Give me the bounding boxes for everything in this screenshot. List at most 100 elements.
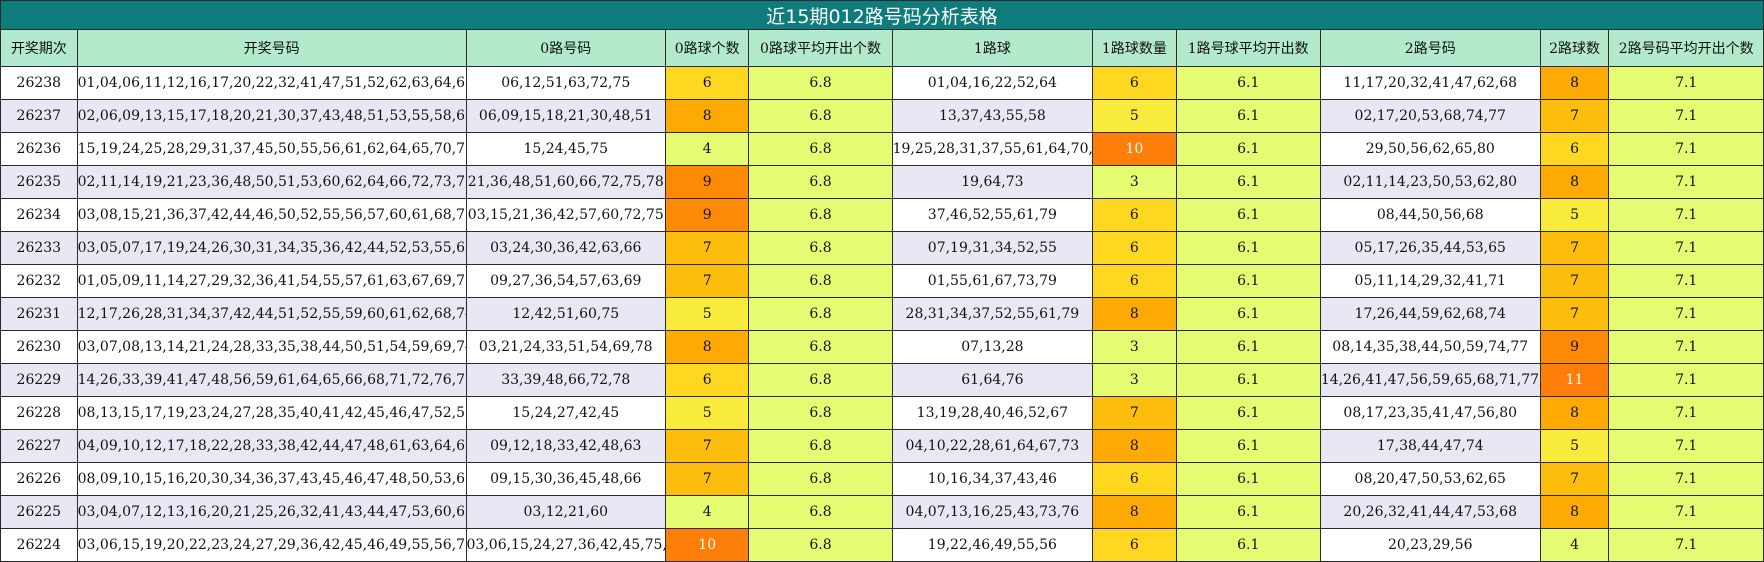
- route1-numbers-cell: 13,19,28,40,46,52,67: [891, 396, 1094, 430]
- table-row: 26234 03,08,15,21,36,37,42,44,46,50,52,55…: [0, 198, 1764, 232]
- route2-count-cell: 8: [1539, 495, 1610, 529]
- period-cell: 26238: [0, 66, 78, 100]
- route1-count-cell: 8: [1092, 429, 1177, 463]
- route1-count-cell: 3: [1092, 330, 1177, 364]
- route1-avg-cell: 6.1: [1175, 99, 1321, 133]
- header-route2-count: 2路球数: [1539, 29, 1610, 67]
- table-row: 26232 01,05,09,11,14,27,29,32,36,41,54,55…: [0, 264, 1764, 298]
- route1-count-cell: 8: [1092, 495, 1177, 529]
- route1-avg-cell: 6.1: [1175, 198, 1321, 232]
- route0-count-cell: 6: [665, 363, 750, 397]
- route0-numbers-cell: 03,06,15,24,27,36,42,45,75,78: [465, 528, 667, 562]
- route0-count-cell: 4: [665, 495, 750, 529]
- route2-count-cell: 5: [1539, 429, 1610, 463]
- route1-count-cell: 6: [1092, 462, 1177, 496]
- route1-avg-cell: 6.1: [1175, 528, 1321, 562]
- route1-count-cell: 6: [1092, 198, 1177, 232]
- route2-count-cell: 6: [1539, 132, 1610, 166]
- route2-numbers-cell: 08,17,23,35,41,47,56,80: [1319, 396, 1541, 430]
- route0-numbers-cell: 03,21,24,33,51,54,69,78: [465, 330, 667, 364]
- route2-avg-cell: 7.1: [1608, 165, 1764, 199]
- table-row: 26238 01,04,06,11,12,16,17,20,22,32,41,47…: [0, 66, 1764, 100]
- table-row: 26228 08,13,15,17,19,23,24,27,28,35,40,41…: [0, 396, 1764, 430]
- numbers-cell: 03,07,08,13,14,21,24,28,33,35,38,44,50,5…: [76, 330, 467, 364]
- route0-numbers-cell: 15,24,45,75: [465, 132, 667, 166]
- route0-count-cell: 10: [665, 528, 750, 562]
- route0-numbers-cell: 06,12,51,63,72,75: [465, 66, 667, 100]
- route0-numbers-cell: 03,12,21,60: [465, 495, 667, 529]
- route2-numbers-cell: 17,38,44,47,74: [1319, 429, 1541, 463]
- route1-numbers-cell: 04,10,22,28,61,64,67,73: [891, 429, 1094, 463]
- route1-avg-cell: 6.1: [1175, 264, 1321, 298]
- route0-count-cell: 9: [665, 165, 750, 199]
- route2-numbers-cell: 14,26,41,47,56,59,65,68,71,77,80: [1319, 363, 1541, 397]
- route1-count-cell: 10: [1092, 132, 1177, 166]
- route1-count-cell: 7: [1092, 396, 1177, 430]
- period-cell: 26232: [0, 264, 78, 298]
- table-row: 26231 12,17,26,28,31,34,37,42,44,51,52,55…: [0, 297, 1764, 331]
- route2-count-cell: 7: [1539, 231, 1610, 265]
- route1-avg-cell: 6.1: [1175, 297, 1321, 331]
- route1-avg-cell: 6.1: [1175, 495, 1321, 529]
- numbers-cell: 04,09,10,12,17,18,22,28,33,38,42,44,47,4…: [76, 429, 467, 463]
- route2-numbers-cell: 29,50,56,62,65,80: [1319, 132, 1541, 166]
- numbers-cell: 12,17,26,28,31,34,37,42,44,51,52,55,59,6…: [76, 297, 467, 331]
- route0-numbers-cell: 33,39,48,66,72,78: [465, 363, 667, 397]
- header-route0-count: 0路球个数: [665, 29, 750, 67]
- route2-avg-cell: 7.1: [1608, 330, 1764, 364]
- route0-avg-cell: 6.8: [748, 495, 893, 529]
- route0-numbers-cell: 12,42,51,60,75: [465, 297, 667, 331]
- route0-numbers-cell: 06,09,15,18,21,30,48,51: [465, 99, 667, 133]
- numbers-cell: 03,04,07,12,13,16,20,21,25,26,32,41,43,4…: [76, 495, 467, 529]
- route0-numbers-cell: 09,12,18,33,42,48,63: [465, 429, 667, 463]
- route1-count-cell: 6: [1092, 528, 1177, 562]
- route1-count-cell: 6: [1092, 66, 1177, 100]
- period-cell: 26227: [0, 429, 78, 463]
- route0-numbers-cell: 03,24,30,36,42,63,66: [465, 231, 667, 265]
- route1-count-cell: 6: [1092, 264, 1177, 298]
- table-row: 26224 03,06,15,19,20,22,23,24,27,29,36,42…: [0, 528, 1764, 562]
- route0-numbers-cell: 09,27,36,54,57,63,69: [465, 264, 667, 298]
- route1-numbers-cell: 19,22,46,49,55,56: [891, 528, 1094, 562]
- route0-avg-cell: 6.8: [748, 198, 893, 232]
- route0-avg-cell: 6.8: [748, 231, 893, 265]
- route2-numbers-cell: 05,17,26,35,44,53,65: [1319, 231, 1541, 265]
- route2-count-cell: 7: [1539, 99, 1610, 133]
- route0-count-cell: 9: [665, 198, 750, 232]
- route2-count-cell: 5: [1539, 198, 1610, 232]
- period-cell: 26237: [0, 99, 78, 133]
- period-cell: 26233: [0, 231, 78, 265]
- numbers-cell: 08,13,15,17,19,23,24,27,28,35,40,41,42,4…: [76, 396, 467, 430]
- route2-numbers-cell: 17,26,44,59,62,68,74: [1319, 297, 1541, 331]
- route1-count-cell: 3: [1092, 363, 1177, 397]
- period-cell: 26224: [0, 528, 78, 562]
- route2-avg-cell: 7.1: [1608, 264, 1764, 298]
- route2-count-cell: 11: [1539, 363, 1610, 397]
- route0-avg-cell: 6.8: [748, 297, 893, 331]
- numbers-cell: 03,05,07,17,19,24,26,30,31,34,35,36,42,4…: [76, 231, 467, 265]
- route0-avg-cell: 6.8: [748, 363, 893, 397]
- route0-avg-cell: 6.8: [748, 165, 893, 199]
- route0-count-cell: 8: [665, 99, 750, 133]
- route2-count-cell: 8: [1539, 165, 1610, 199]
- route0-count-cell: 5: [665, 396, 750, 430]
- period-cell: 26235: [0, 165, 78, 199]
- route0-avg-cell: 6.8: [748, 429, 893, 463]
- route0-count-cell: 7: [665, 462, 750, 496]
- route1-numbers-cell: 61,64,76: [891, 363, 1094, 397]
- route0-count-cell: 5: [665, 297, 750, 331]
- route2-avg-cell: 7.1: [1608, 66, 1764, 100]
- header-route0-numbers: 0路号码: [465, 29, 667, 67]
- route0-avg-cell: 6.8: [748, 132, 893, 166]
- period-cell: 26236: [0, 132, 78, 166]
- route1-avg-cell: 6.1: [1175, 231, 1321, 265]
- route2-count-cell: 7: [1539, 264, 1610, 298]
- route1-avg-cell: 6.1: [1175, 429, 1321, 463]
- route2-avg-cell: 7.1: [1608, 528, 1764, 562]
- route0-numbers-cell: 03,15,21,36,42,57,60,72,75: [465, 198, 667, 232]
- route1-count-cell: 5: [1092, 99, 1177, 133]
- table-row: 26226 08,09,10,15,16,20,30,34,36,37,43,45…: [0, 462, 1764, 496]
- table-row: 26230 03,07,08,13,14,21,24,28,33,35,38,44…: [0, 330, 1764, 364]
- numbers-cell: 02,11,14,19,21,23,36,48,50,51,53,60,62,6…: [76, 165, 467, 199]
